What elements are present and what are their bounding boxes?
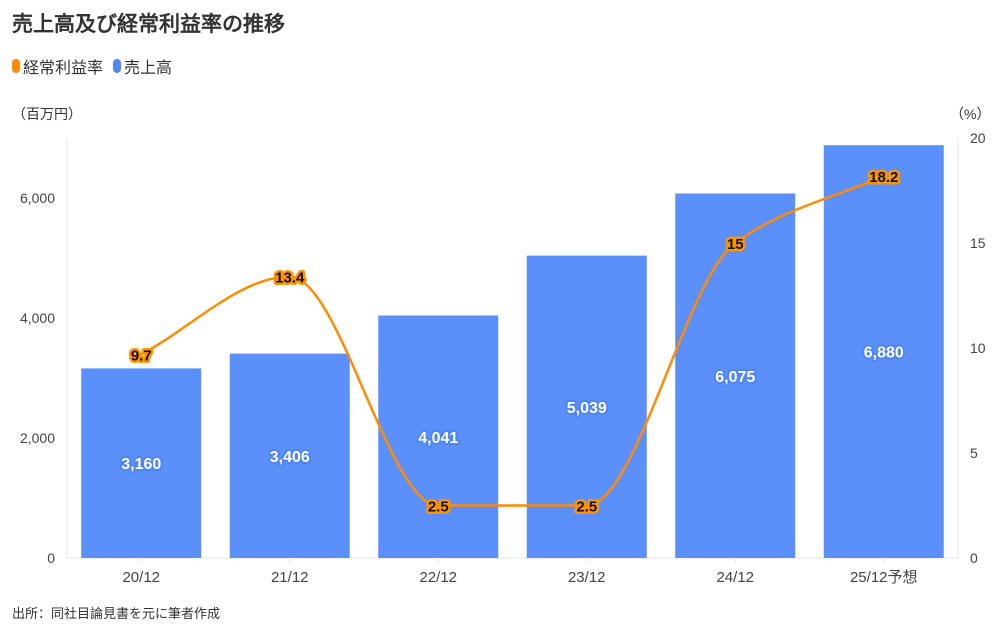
- right-tick-label: 20: [970, 130, 986, 146]
- x-tick-label: 25/12予想: [850, 569, 918, 586]
- bar-sales: [229, 353, 350, 558]
- right-tick-label: 15: [970, 235, 986, 251]
- bar-value-label: 6,075: [715, 369, 755, 386]
- bar-value-label: 5,039: [567, 400, 607, 417]
- bar-sales: [81, 368, 202, 558]
- line-ordinary-margin: [140, 174, 885, 507]
- left-tick-label: 2,000: [20, 430, 55, 446]
- right-axis-unit: （%）: [950, 106, 991, 122]
- x-tick-label: 22/12: [419, 569, 457, 586]
- x-tick-label: 23/12: [568, 569, 606, 586]
- right-tick-label: 5: [970, 445, 978, 461]
- legend: 経常利益率 売上高: [12, 54, 178, 78]
- legend-item-sales[interactable]: 売上高: [113, 54, 172, 78]
- bar-sales: [378, 315, 499, 558]
- line-value-label: 13.4: [275, 270, 305, 287]
- legend-label: 経常利益率: [23, 60, 104, 77]
- bar-sales: [675, 193, 796, 558]
- x-tick-label: 21/12: [271, 569, 309, 586]
- bar-value-label: 3,406: [270, 449, 310, 466]
- source-note: 出所：同社目論見書を元に筆者作成: [12, 606, 221, 621]
- bar-value-label: 4,041: [418, 430, 458, 447]
- bar-value-label: 6,880: [864, 345, 904, 362]
- legend-item-ordinary-margin[interactable]: 経常利益率: [12, 54, 103, 78]
- right-tick-label: 0: [970, 550, 978, 566]
- bar-value-label: 3,160: [121, 456, 161, 473]
- line-value-label: 9.7: [131, 347, 152, 364]
- legend-swatch-blue: [113, 59, 122, 73]
- bar-sales: [823, 145, 944, 558]
- x-tick-label: 24/12: [716, 569, 754, 586]
- x-tick-label: 20/12: [122, 569, 160, 586]
- left-tick-label: 6,000: [20, 190, 55, 206]
- line-value-label: 15: [727, 236, 744, 253]
- legend-swatch-orange: [12, 59, 20, 73]
- left-tick-label: 4,000: [20, 310, 55, 326]
- right-tick-label: 10: [970, 340, 986, 356]
- line-value-label: 18.2: [869, 169, 898, 186]
- left-axis-unit: （百万円）: [12, 106, 82, 122]
- chart-title: 売上高及び経常利益率の推移: [12, 13, 285, 36]
- legend-label: 売上高: [124, 60, 173, 77]
- left-tick-label: 0: [47, 550, 55, 566]
- bar-sales: [526, 255, 647, 558]
- line-value-label: 2.5: [576, 499, 597, 516]
- line-value-label: 2.5: [428, 499, 449, 516]
